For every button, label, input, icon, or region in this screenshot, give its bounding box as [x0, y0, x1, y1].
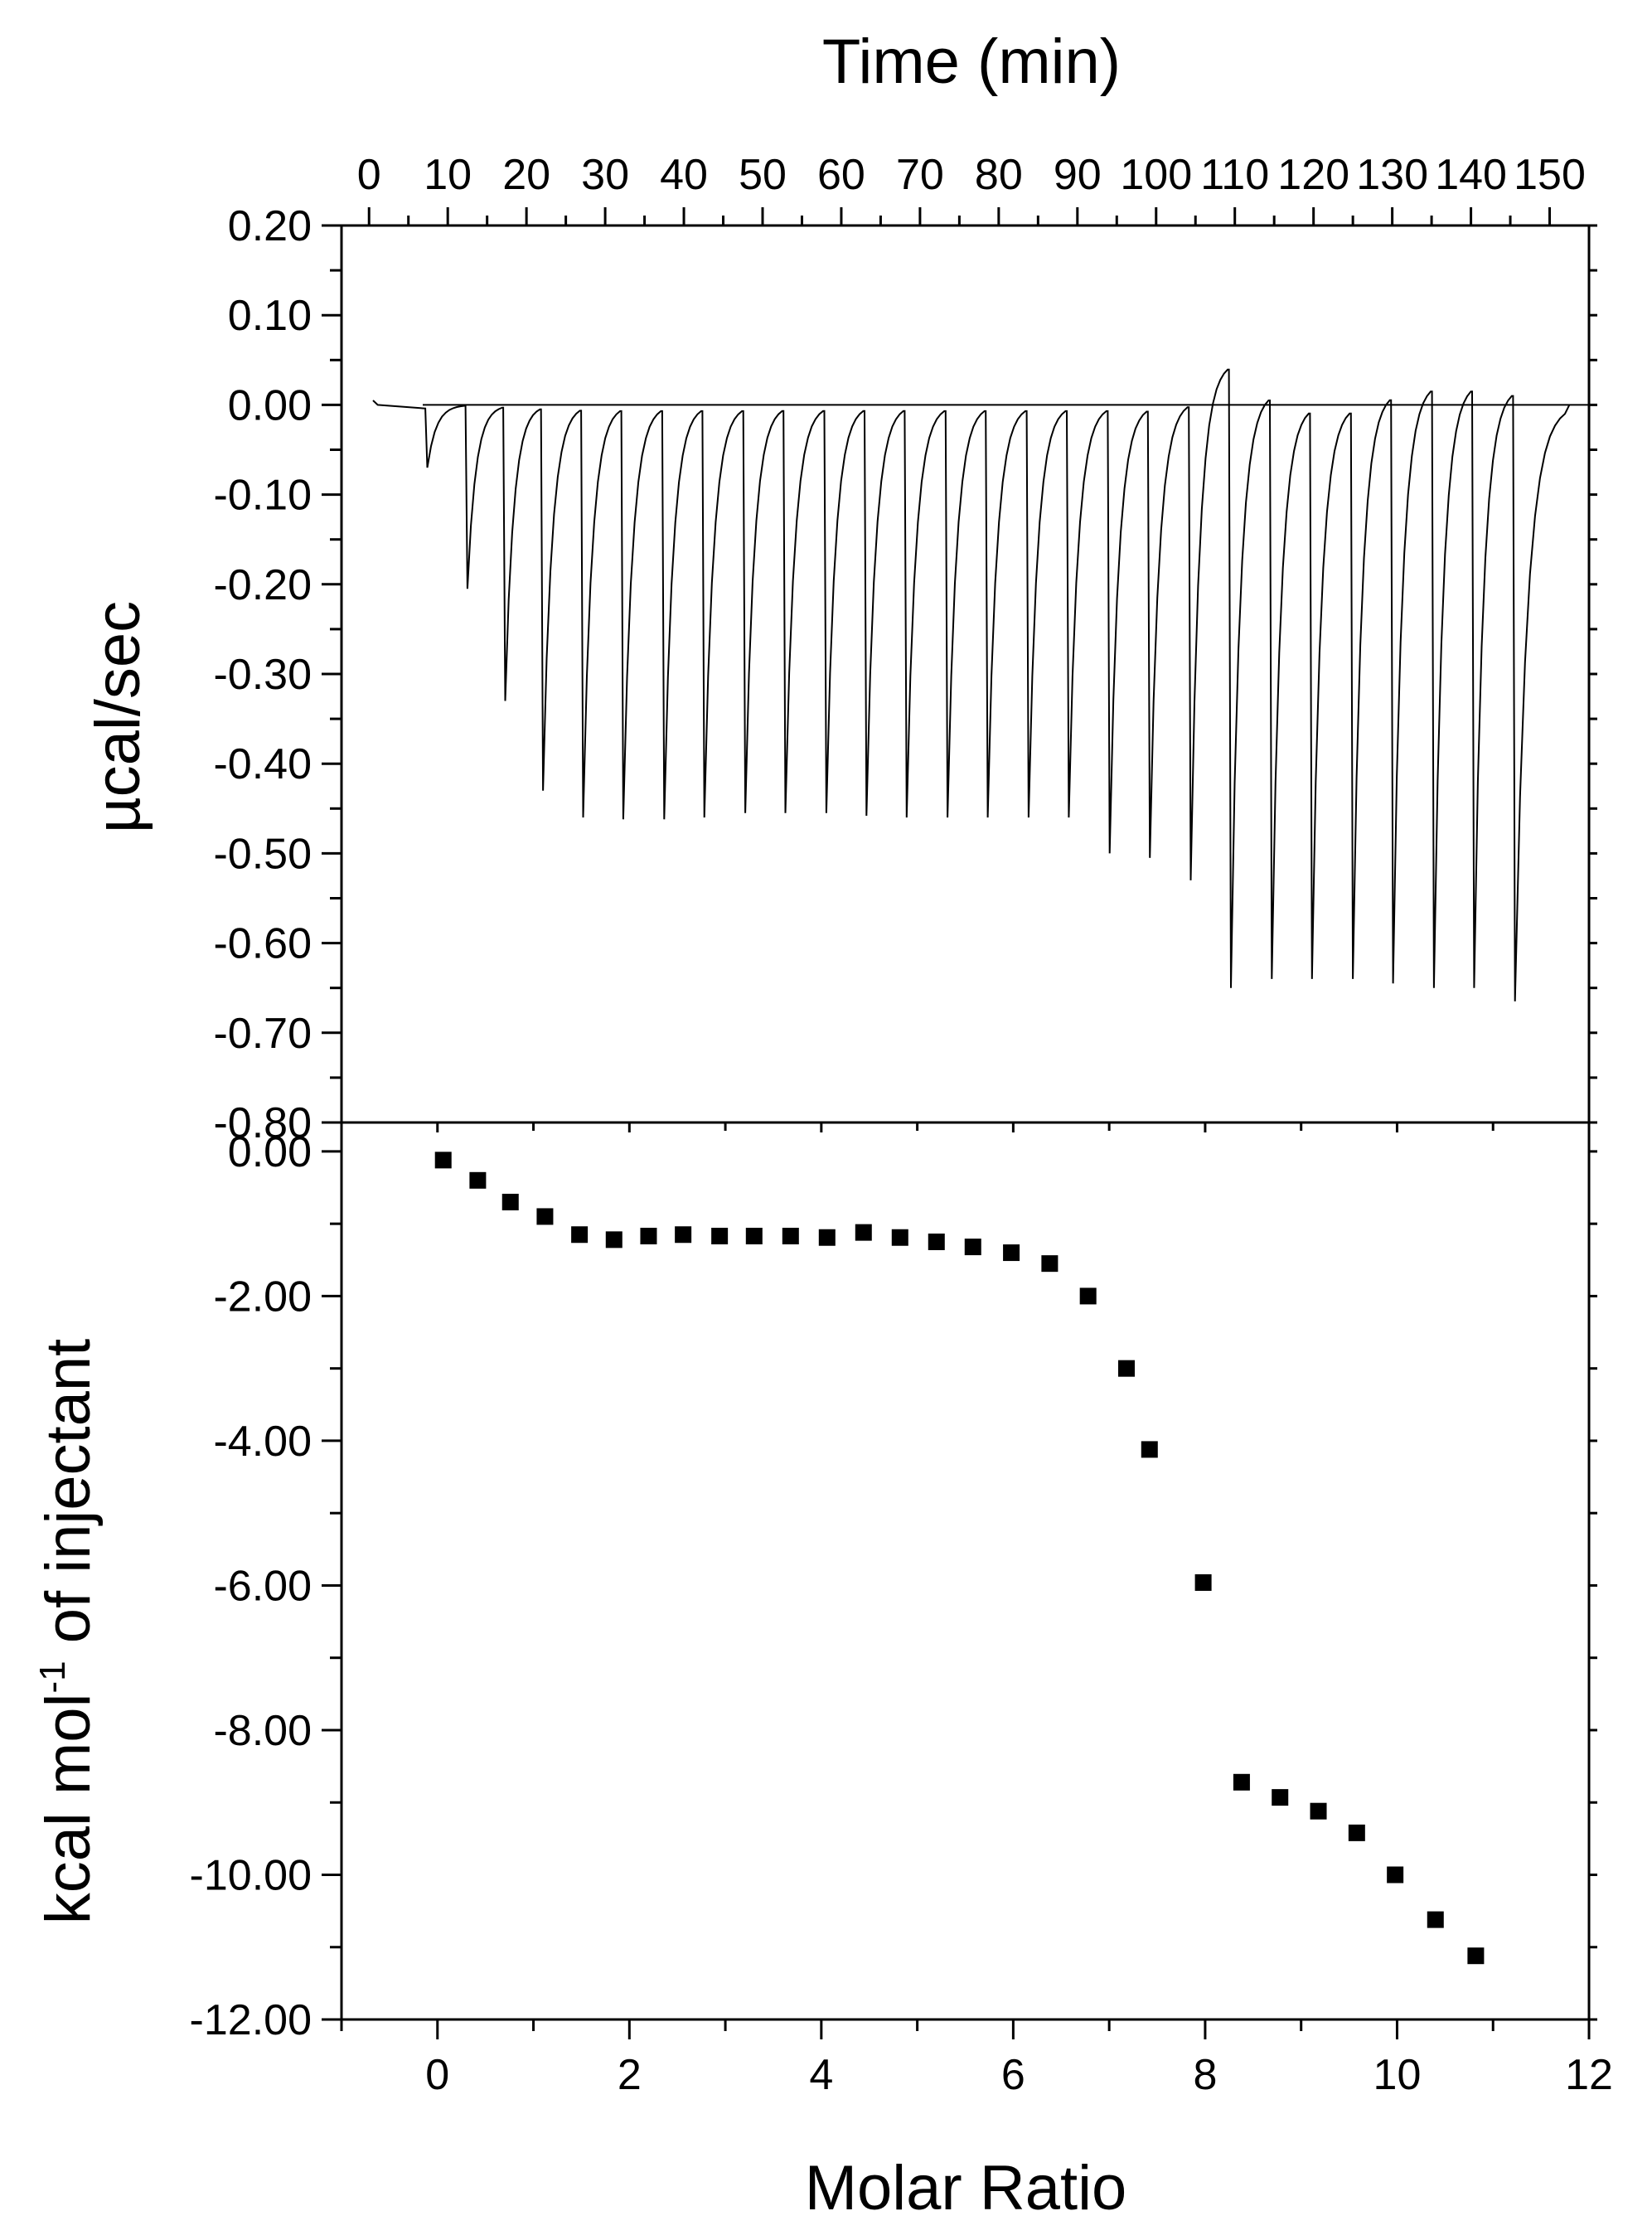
top-y-tick-label: -0.20 — [213, 561, 312, 609]
bottom-data-point — [1387, 1866, 1404, 1884]
top-x-tick-label: 0 — [357, 151, 381, 199]
top-y-tick-label: -0.40 — [213, 740, 312, 788]
bottom-data-point — [1194, 1573, 1212, 1591]
bottom-data-point — [501, 1193, 519, 1210]
bottom-x-tick-label: 12 — [1565, 2051, 1613, 2099]
bottom-y-axis-title: kcal mol-1 of injectant — [32, 1339, 104, 1925]
top-trace-group — [372, 368, 1589, 1001]
top-x-tick-label: 90 — [1054, 151, 1102, 199]
top-y-tick-label: 0.00 — [228, 381, 312, 429]
bottom-y-axis-title-main: kcal mol — [33, 1694, 104, 1925]
top-x-tick-label: 70 — [896, 151, 944, 199]
bottom-data-point — [855, 1224, 872, 1241]
top-y-tick-label: 0.20 — [228, 202, 312, 250]
bottom-data-point — [571, 1226, 589, 1244]
top-y-tick-label: -0.50 — [213, 830, 312, 878]
bottom-data-point — [928, 1233, 945, 1250]
top-thermogram-trace — [372, 368, 1571, 1001]
top-x-tick-label: 110 — [1200, 151, 1269, 199]
bottom-y-tick-label: -4.00 — [213, 1418, 312, 1466]
bottom-data-point — [1310, 1802, 1327, 1820]
top-y-tick-label: -0.30 — [213, 651, 312, 699]
bottom-data-point — [711, 1227, 729, 1244]
bottom-data-point — [675, 1226, 692, 1244]
bottom-data-point — [1041, 1255, 1059, 1273]
bottom-data-point — [1003, 1244, 1020, 1262]
top-y-axis-title: µcal/sec — [83, 601, 153, 833]
bottom-data-point — [1272, 1789, 1289, 1806]
bottom-x-axis-title: Molar Ratio — [805, 2153, 1127, 2223]
bottom-data-point — [818, 1229, 836, 1246]
top-y-tick-label: 0.10 — [228, 292, 312, 340]
bottom-data-point — [469, 1171, 487, 1189]
top-x-tick-label: 40 — [660, 151, 708, 199]
bottom-data-point — [536, 1208, 554, 1225]
top-y-tick-label: -0.60 — [213, 920, 312, 968]
bottom-y-tick-label: -6.00 — [213, 1562, 312, 1610]
top-y-tick-label: -0.70 — [213, 1010, 312, 1058]
bottom-x-tick-label: 10 — [1373, 2051, 1422, 2099]
bottom-y-tick-label: 0.00 — [228, 1128, 312, 1176]
bottom-y-axis-title-rest: of injectant — [33, 1339, 104, 1661]
bottom-data-point — [1233, 1773, 1250, 1791]
top-x-tick-label: 150 — [1514, 151, 1586, 199]
top-x-tick-label: 60 — [817, 151, 865, 199]
top-y-tick-label: -0.10 — [213, 472, 312, 520]
bottom-data-point — [1141, 1441, 1158, 1458]
top-x-axis-title: Time (min) — [822, 27, 1121, 97]
bottom-data-point — [1079, 1287, 1097, 1305]
bottom-data-point — [1467, 1947, 1485, 1965]
bottom-x-tick-label: 8 — [1193, 2051, 1217, 2099]
top-x-tick-label: 20 — [502, 151, 550, 199]
bottom-data-point — [434, 1152, 452, 1169]
bottom-x-tick-label: 0 — [425, 2051, 449, 2099]
bottom-y-axis-title-superscript: -1 — [32, 1661, 73, 1693]
bottom-ticks: 0.00 -2.00 -4.00 -6.00 -8.00 -10.00 -12.00 0 2 4 6… — [190, 1122, 1613, 2099]
bottom-plot-frame — [340, 1121, 1591, 2021]
bottom-y-tick-label: -8.00 — [213, 1707, 312, 1755]
bottom-data-point — [891, 1229, 908, 1246]
bottom-data-point — [745, 1227, 763, 1244]
bottom-data-point — [964, 1239, 981, 1256]
top-x-tick-label: 10 — [424, 151, 472, 199]
bottom-data-point — [782, 1227, 799, 1244]
bottom-data-point — [1117, 1360, 1135, 1377]
bottom-data-point — [640, 1227, 657, 1244]
bottom-y-tick-label: -10.00 — [190, 1851, 312, 1899]
top-x-tick-label: 50 — [739, 151, 787, 199]
bottom-data-point — [605, 1231, 623, 1248]
bottom-x-tick-label: 4 — [809, 2051, 833, 2099]
top-x-tick-label: 100 — [1120, 151, 1192, 199]
top-plot-frame — [340, 224, 1591, 1124]
top-panel: Time (min) µcal/sec 0.20 0.10 0.00 -0.10 -0.… — [83, 27, 1597, 1147]
bottom-points — [434, 1152, 1485, 1965]
bottom-x-tick-label: 6 — [1001, 2051, 1025, 2099]
bottom-panel: Molar Ratio kcal mol-1 of injectant 0.00… — [32, 1121, 1613, 2223]
bottom-data-point — [1427, 1911, 1444, 1928]
bottom-data-point — [1348, 1824, 1365, 1841]
bottom-x-tick-label: 2 — [618, 2051, 642, 2099]
bottom-y-tick-label: -12.00 — [190, 1996, 312, 2044]
top-ticks: 0.20 0.10 0.00 -0.10 -0.20 -0.30 -0.40 -0.50 -0.… — [213, 151, 1597, 1147]
top-x-tick-label: 140 — [1435, 151, 1507, 199]
top-x-tick-label: 80 — [975, 151, 1023, 199]
top-x-tick-label: 130 — [1356, 151, 1428, 199]
top-x-tick-label: 120 — [1277, 151, 1349, 199]
bottom-y-tick-label: -2.00 — [213, 1273, 312, 1321]
top-x-tick-label: 30 — [581, 151, 629, 199]
top-y-tick-label: -0.80 — [213, 1099, 312, 1147]
